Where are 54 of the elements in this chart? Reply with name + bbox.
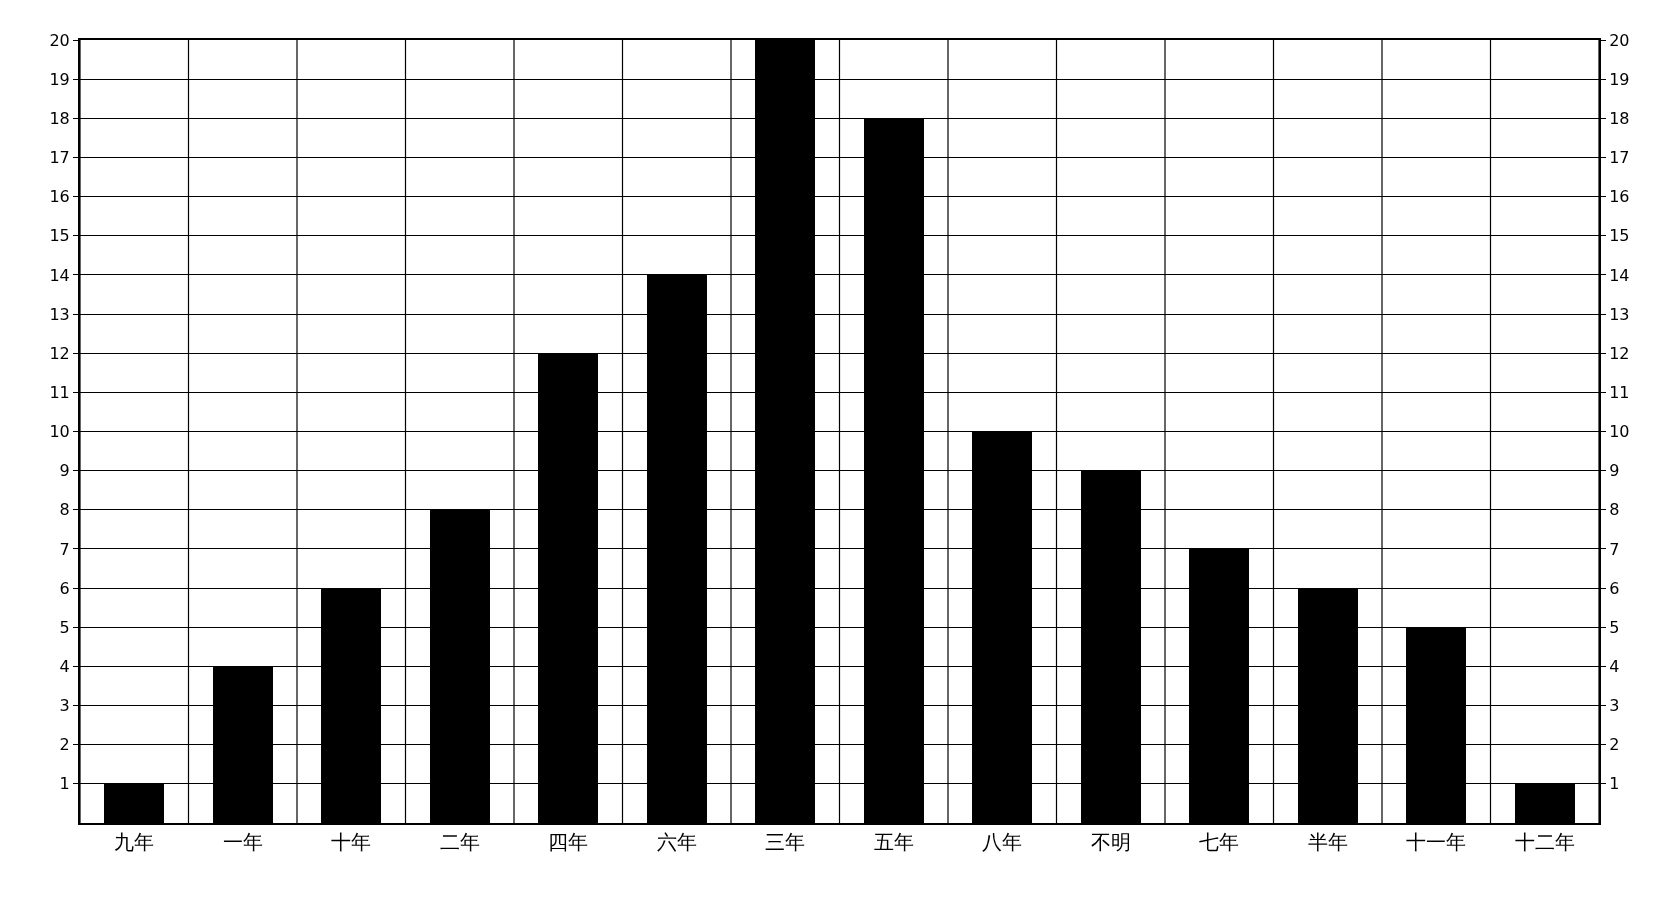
y-tick-label: 15 xyxy=(49,226,70,246)
y2-tick-label: 13 xyxy=(1609,304,1630,324)
y2-tick-label: 10 xyxy=(1609,422,1630,442)
x-tick-label: 九年 xyxy=(114,830,155,854)
x-tick-label: 半年 xyxy=(1307,830,1348,854)
y2-tick-label: 5 xyxy=(1609,617,1620,637)
x-tick-label: 一年 xyxy=(222,830,263,854)
y2-tick-label: 7 xyxy=(1609,539,1620,559)
y-tick-label: 4 xyxy=(59,657,70,676)
y-tick-label: 14 xyxy=(49,265,70,285)
x-tick-label: 五年 xyxy=(873,830,914,854)
y-tick-label: 6 xyxy=(59,578,70,598)
x-tick-label: 四年 xyxy=(548,830,589,854)
y-tick-label: 18 xyxy=(49,108,70,128)
y-tick-label: 7 xyxy=(59,539,70,559)
y-tick-label: 20 xyxy=(49,30,70,50)
y2-tick-label: 8 xyxy=(1609,500,1620,520)
y-tick-label: 9 xyxy=(59,461,70,481)
x-tick-label: 二年 xyxy=(439,830,480,854)
y-tick-label: 2 xyxy=(59,735,70,755)
x-tick-label: 八年 xyxy=(982,830,1023,854)
x-tick-label: 十一年 xyxy=(1406,830,1467,854)
y2-tick-label: 16 xyxy=(1609,187,1630,207)
y2-tick-label: 19 xyxy=(1609,69,1630,89)
y2-tick-label: 18 xyxy=(1609,108,1630,128)
x-tick-label: 七年 xyxy=(1199,830,1240,854)
y-tick-label: 3 xyxy=(59,696,70,716)
y-tick-label: 13 xyxy=(49,304,70,324)
y2-tick-label: 17 xyxy=(1609,148,1630,168)
y-tick-label: 17 xyxy=(49,148,70,168)
y-tick-label: 11 xyxy=(49,382,70,402)
y2-tick-label: 12 xyxy=(1609,343,1630,363)
y2-tick-label: 2 xyxy=(1609,735,1620,755)
y2-tick-label: 11 xyxy=(1609,382,1630,402)
y2-tick-label: 14 xyxy=(1609,265,1630,285)
y-tick-label: 8 xyxy=(59,500,70,520)
y2-tick-label: 20 xyxy=(1609,30,1630,50)
y-tick-label: 5 xyxy=(59,617,70,637)
x-tick-label: 十年 xyxy=(331,830,372,854)
y2-tick-label: 4 xyxy=(1609,657,1620,676)
y2-tick-label: 15 xyxy=(1609,226,1630,246)
y2-tick-label: 9 xyxy=(1609,461,1620,481)
y2-tick-label: 3 xyxy=(1609,696,1620,716)
y-tick-label: 16 xyxy=(49,187,70,207)
x-tick-label: 十二年 xyxy=(1514,830,1575,854)
y-tick-label: 10 xyxy=(49,422,70,442)
y-tick-label: 19 xyxy=(49,69,70,89)
y2-tick-label: 1 xyxy=(1609,774,1620,794)
x-tick-label: 不明 xyxy=(1090,830,1131,854)
x-tick-label: 六年 xyxy=(656,830,697,854)
y2-tick-label: 6 xyxy=(1609,578,1620,598)
y-tick-label: 12 xyxy=(49,343,70,363)
x-tick-label: 三年 xyxy=(765,830,806,854)
y-tick-label: 1 xyxy=(59,774,70,794)
